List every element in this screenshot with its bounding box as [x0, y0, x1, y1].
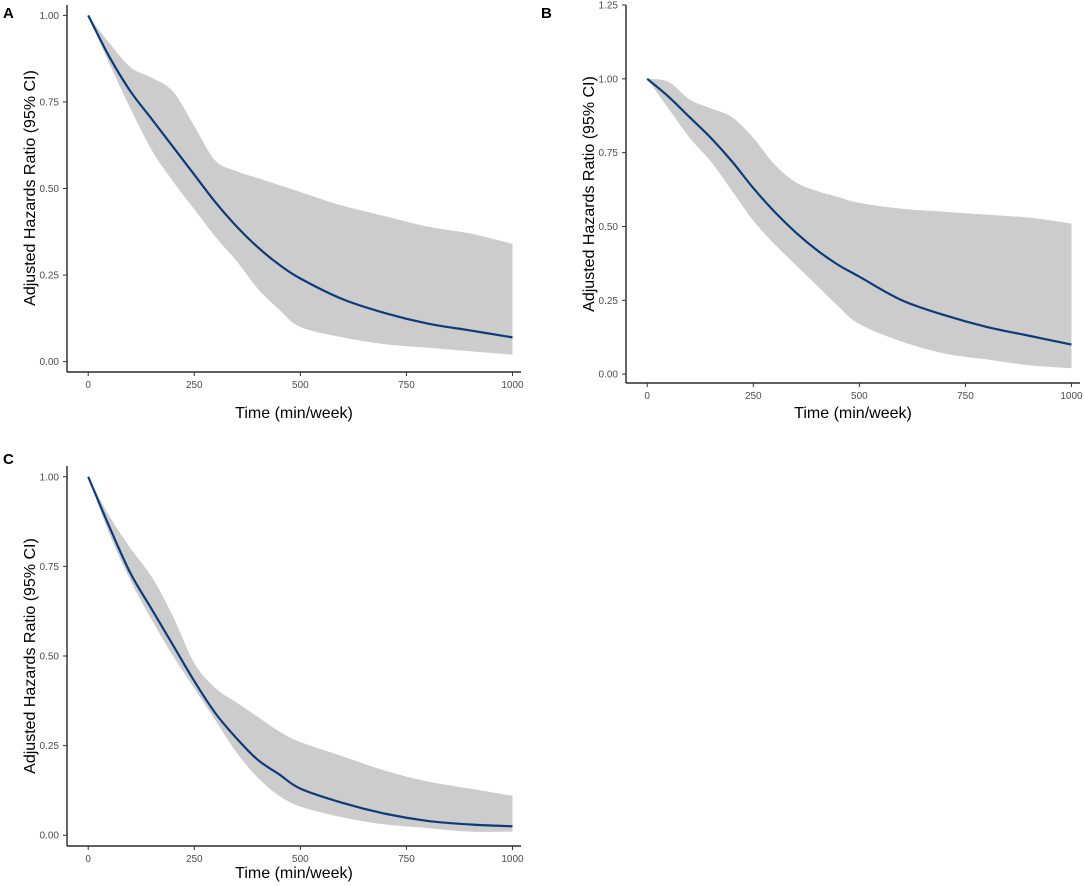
x-tick-label: 1000 [501, 380, 524, 391]
panel-b-ticks: 0 250 500 750 1000 0.00 0.25 0.50 0.75 1.00 1.25 [599, 1, 1084, 403]
y-tick-label: 0.50 [40, 184, 60, 195]
x-tick-label: 500 [292, 854, 309, 865]
y-tick-label: 0.75 [40, 562, 60, 573]
y-tick-label: 1.00 [599, 74, 619, 85]
panel-letter: A [3, 5, 14, 22]
x-axis-title: Time (min/week) [235, 405, 353, 422]
ci-band [647, 78, 1072, 369]
x-axis-title: Time (min/week) [794, 405, 912, 422]
y-tick-label: 1.00 [40, 472, 60, 483]
y-tick-label: 1.25 [599, 1, 619, 12]
hr-line [87, 476, 513, 828]
hr-line [87, 14, 513, 339]
hr-line [646, 77, 1072, 346]
panel-a-plot [87, 14, 513, 355]
panel-a: A 0 250 500 750 1000 0.00 0.25 0.50 0.75 1.00 Tim… [3, 5, 524, 422]
y-axis-title: Adjusted Hazards Ratio (95% CI) [581, 76, 598, 312]
x-tick-label: 500 [851, 391, 868, 402]
panel-a-ticks: 0 250 500 750 1000 0.00 0.25 0.50 0.75 1.00 [40, 11, 525, 391]
panel-b-plot [646, 77, 1072, 369]
y-tick-label: 0.00 [40, 831, 60, 842]
x-tick-label: 750 [957, 391, 974, 402]
y-tick-label: 0.00 [40, 357, 60, 368]
y-tick-label: 0.25 [599, 296, 619, 307]
panel-c-plot [87, 476, 513, 832]
y-tick-label: 0.50 [599, 222, 619, 233]
x-tick-label: 750 [398, 380, 415, 391]
y-tick-label: 0.75 [599, 148, 619, 159]
panel-c: C 0 250 500 750 1000 0.00 0.25 0.50 0.75 1.00 Tim… [3, 451, 524, 882]
ci-band [88, 15, 513, 355]
y-tick-label: 0.75 [40, 97, 60, 108]
x-tick-label: 250 [186, 380, 203, 391]
y-tick-label: 0.00 [599, 370, 619, 381]
x-axis-title: Time (min/week) [235, 865, 353, 882]
ci-band [88, 476, 513, 832]
x-tick-label: 750 [398, 854, 415, 865]
panel-letter: C [3, 451, 14, 468]
x-tick-label: 0 [85, 380, 91, 391]
x-tick-label: 1000 [501, 854, 524, 865]
x-tick-label: 0 [644, 391, 650, 402]
x-tick-label: 250 [745, 391, 762, 402]
y-tick-label: 1.00 [40, 11, 60, 22]
x-tick-label: 0 [85, 854, 91, 865]
x-tick-label: 1000 [1060, 391, 1083, 402]
y-tick-label: 0.25 [40, 741, 60, 752]
panel-letter: B [541, 5, 552, 22]
panel-c-ticks: 0 250 500 750 1000 0.00 0.25 0.50 0.75 1.00 [40, 472, 525, 865]
y-tick-label: 0.25 [40, 271, 60, 282]
x-tick-label: 500 [292, 380, 309, 391]
y-tick-label: 0.50 [40, 652, 60, 663]
y-axis-title: Adjusted Hazards Ratio (95% CI) [22, 538, 39, 774]
x-tick-label: 250 [186, 854, 203, 865]
panel-b: B 0 250 500 750 1000 0.00 0.25 0.50 0.75 1.00 1.25… [541, 1, 1083, 423]
y-axis-title: Adjusted Hazards Ratio (95% CI) [22, 70, 39, 306]
